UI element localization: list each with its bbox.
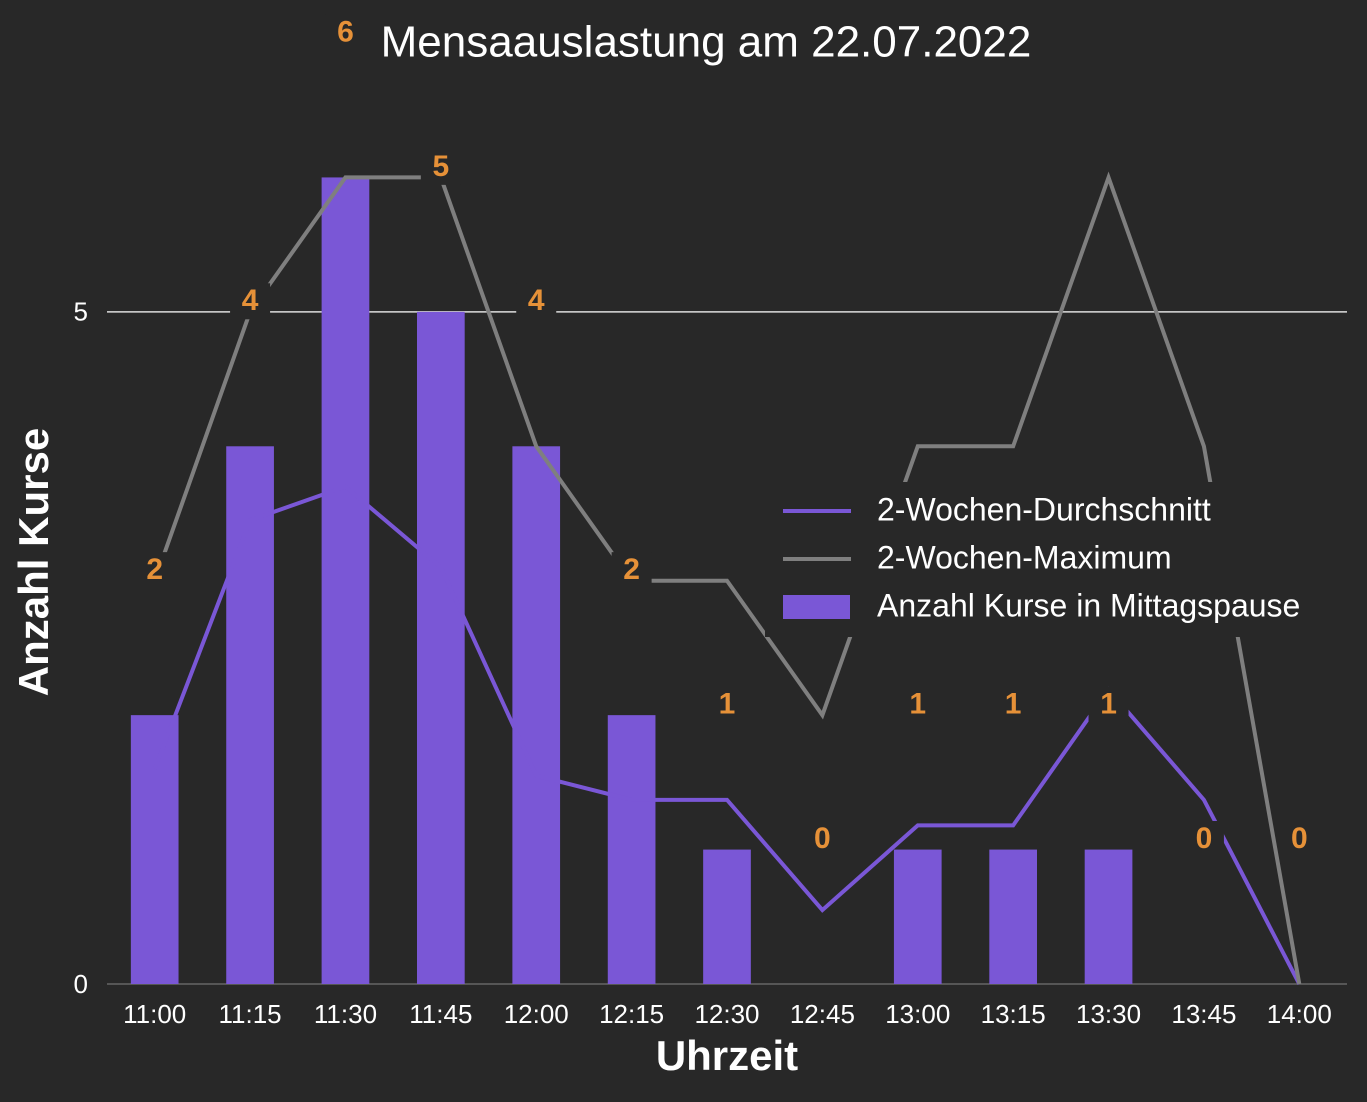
x-tick-label: 13:45 <box>1171 999 1236 1029</box>
x-tick-label: 12:00 <box>504 999 569 1029</box>
label-bg <box>516 283 557 320</box>
x-tick-label: 12:45 <box>790 999 855 1029</box>
legend-label: 2-Wochen-Durchschnitt <box>877 491 1211 527</box>
value-label: 0 <box>1196 822 1213 855</box>
bar <box>417 311 465 984</box>
chart-title: Mensaauslastung am 22.07.2022 <box>381 18 1032 67</box>
legend-label: Anzahl Kurse in Mittagspause <box>877 587 1300 623</box>
bar <box>130 715 179 984</box>
bar <box>1084 849 1133 984</box>
legend-label: 2-Wochen-Maximum <box>877 539 1172 575</box>
value-label: 1 <box>1005 687 1022 720</box>
label-bg <box>1088 686 1129 723</box>
line <box>152 171 1302 985</box>
value-label: 1 <box>719 687 736 720</box>
label-bg <box>802 821 843 857</box>
value-label: 1 <box>909 687 926 720</box>
bar <box>703 849 751 984</box>
label-bg <box>1279 821 1320 857</box>
x-tick-label: 11:00 <box>123 999 186 1029</box>
value-label: 1 <box>1100 687 1117 720</box>
label-bg <box>325 14 366 51</box>
bar <box>226 446 274 984</box>
value-label: 0 <box>1291 822 1308 855</box>
y-axis-title: Anzahl Kurse <box>10 428 57 696</box>
x-tick-label: 11:30 <box>314 999 377 1029</box>
label-bg <box>420 148 461 185</box>
label-bg <box>1183 821 1224 857</box>
value-label: 6 <box>337 15 354 48</box>
bar <box>321 177 370 984</box>
label-bg <box>611 552 652 589</box>
x-tick-label: 14:00 <box>1267 999 1332 1029</box>
bar <box>989 849 1037 984</box>
x-tick-label: 13:15 <box>981 999 1046 1029</box>
value-label: 4 <box>242 284 259 317</box>
y-tick-label: 0 <box>74 969 88 999</box>
label-bg <box>134 552 175 589</box>
value-label: 0 <box>814 822 831 855</box>
label-bg <box>897 686 938 723</box>
y-tick-label: 5 <box>74 297 88 327</box>
value-label: 2 <box>146 553 163 586</box>
x-tick-label: 13:00 <box>885 999 950 1029</box>
bar <box>893 849 942 984</box>
x-tick-label: 12:30 <box>694 999 759 1029</box>
label-bg <box>230 283 271 320</box>
legend-swatch <box>783 595 850 619</box>
x-tick-label: 12:15 <box>599 999 664 1029</box>
value-label: 5 <box>433 150 450 183</box>
bar <box>512 446 561 984</box>
value-label: 2 <box>623 553 640 586</box>
label-bg <box>707 686 747 723</box>
label-bg <box>993 686 1034 723</box>
x-tick-label: 11:45 <box>409 999 472 1029</box>
x-tick-label: 11:15 <box>219 999 282 1029</box>
x-tick-label: 13:30 <box>1076 999 1141 1029</box>
value-label: 4 <box>528 284 545 317</box>
legend-box <box>765 482 1330 637</box>
bar <box>607 715 656 984</box>
x-axis-title: Uhrzeit <box>656 1032 798 1079</box>
